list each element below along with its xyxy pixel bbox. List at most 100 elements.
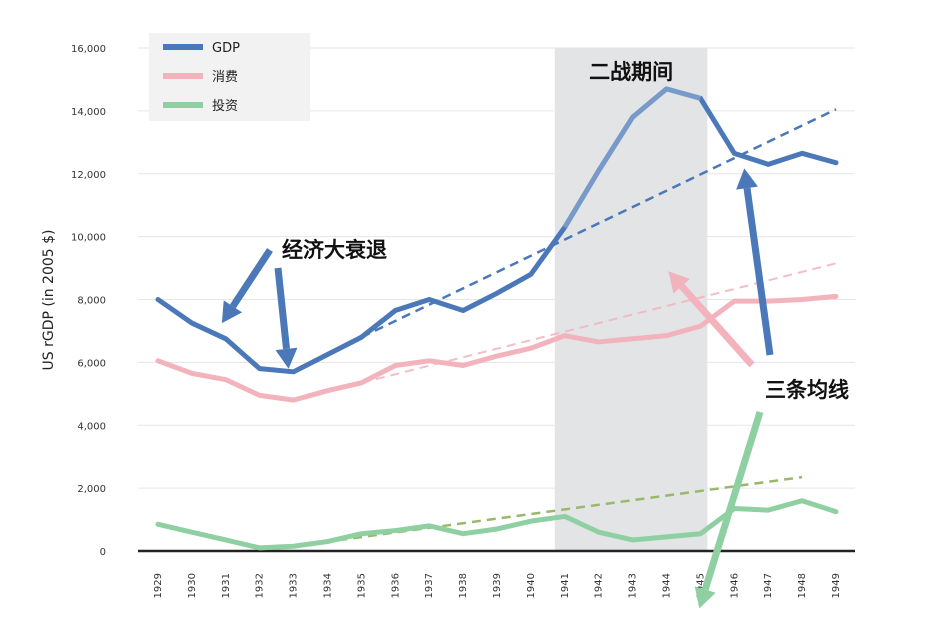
point-GDP-1944 (664, 86, 669, 91)
x-tick-label: 1945 (695, 573, 706, 598)
point-消费-1938 (461, 363, 466, 368)
point-GDP-1943 (630, 115, 635, 120)
x-tick-label: 1934 (323, 573, 334, 598)
x-tick-label: 1931 (221, 573, 232, 598)
x-tick-label: 1942 (594, 573, 605, 598)
point-GDP-1935 (359, 335, 364, 340)
point-消费-1930 (189, 371, 194, 376)
point-投资-1930 (189, 530, 194, 535)
wartime-shading (554, 48, 708, 551)
point-GDP-1941 (562, 225, 567, 230)
point-消费-1947 (766, 299, 771, 304)
depression-arrow-2-shaft (274, 267, 290, 350)
series-line-GDP (155, 86, 839, 375)
point-GDP-1936 (393, 308, 398, 313)
point-消费-1942 (596, 339, 601, 344)
point-消费-1944 (664, 333, 669, 338)
point-投资-1935 (359, 531, 364, 536)
gdp-trend-arrow-head (736, 168, 758, 190)
x-tick-label: 1944 (662, 573, 673, 598)
point-投资-1945 (698, 531, 703, 536)
point-GDP-1930 (189, 321, 194, 326)
y-tick-label: 14,000 (71, 107, 106, 118)
point-投资-1943 (630, 537, 635, 542)
point-GDP-1940 (528, 272, 533, 277)
x-tick-label: 1941 (560, 573, 571, 598)
point-消费-1940 (528, 346, 533, 351)
point-GDP-1942 (596, 168, 601, 173)
point-消费-1941 (562, 333, 567, 338)
point-消费-1932 (257, 393, 262, 398)
trendline-投资 (293, 475, 803, 548)
point-消费-1949 (834, 294, 838, 299)
y-axis-ticks: 0 2,000 4,000 6,000 8,000 10,000 12,000 14,000 1… (71, 44, 106, 558)
consumption-trend-arrow-head (668, 271, 690, 294)
point-消费-1929 (156, 358, 160, 363)
y-tick-label: 10,000 (71, 233, 106, 244)
point-消费-1948 (800, 297, 805, 302)
series-lines (155, 86, 839, 551)
x-tick-label: 1948 (797, 573, 808, 598)
point-投资-1949 (834, 509, 838, 514)
y-axis-label: US rGDP (in 2005 $) (41, 230, 57, 371)
point-GDP-1947 (766, 162, 771, 167)
x-tick-label: 1930 (187, 573, 198, 598)
point-投资-1944 (664, 534, 669, 539)
x-tick-label: 1949 (831, 573, 842, 598)
point-GDP-1938 (461, 308, 466, 313)
point-消费-1934 (325, 388, 330, 393)
annotation-arrows (221, 168, 774, 609)
trendline-GDP (360, 108, 837, 339)
point-GDP-1937 (427, 297, 432, 302)
x-tick-label: 1943 (628, 573, 639, 598)
point-消费-1946 (732, 299, 737, 304)
y-tick-label: 4,000 (77, 421, 106, 432)
wartime-gdp-highlight (562, 86, 702, 229)
x-tick-label: 1946 (729, 573, 740, 598)
point-消费-1939 (495, 354, 499, 359)
point-GDP-1933 (291, 369, 296, 374)
investment-trend-arrow-shaft (701, 410, 764, 591)
x-tick-label: 1937 (424, 573, 435, 598)
wartime-label: 二战期间 (589, 60, 673, 84)
point-GDP-1939 (495, 291, 499, 296)
y-tick-label: 16,000 (71, 44, 106, 55)
x-tick-label: 1929 (153, 573, 164, 598)
x-tick-label: 1935 (356, 573, 367, 598)
point-GDP-1934 (325, 352, 330, 357)
legend-label-投资: 投资 (212, 98, 238, 114)
point-投资-1939 (495, 526, 499, 531)
point-投资-1933 (291, 544, 296, 549)
x-tick-label: 1932 (255, 573, 266, 598)
x-tick-label: 1938 (458, 573, 469, 598)
point-GDP-1945 (698, 96, 703, 101)
y-tick-label: 2,000 (77, 484, 106, 495)
point-GDP-1948 (800, 151, 805, 156)
depression-arrow-2-head (275, 347, 298, 369)
point-投资-1937 (427, 523, 432, 528)
point-GDP-1929 (156, 297, 160, 302)
legend-label-GDP: GDP (212, 41, 240, 56)
point-投资-1947 (766, 508, 771, 513)
point-投资-1929 (156, 522, 160, 527)
investment-trend-arrow-head (694, 586, 716, 609)
y-tick-label: 6,000 (77, 358, 106, 369)
point-消费-1935 (359, 380, 364, 385)
y-tick-label: 12,000 (71, 170, 106, 181)
point-投资-1940 (528, 519, 533, 524)
point-消费-1931 (223, 377, 228, 382)
point-投资-1948 (800, 498, 805, 503)
y-tick-label: 0 (100, 547, 106, 558)
depression-arrow-1-head (221, 300, 243, 324)
x-tick-label: 1947 (763, 573, 774, 598)
x-tick-label: 1936 (390, 573, 401, 598)
point-消费-1945 (698, 324, 703, 329)
point-GDP-1932 (257, 366, 262, 371)
y-tick-label: 8,000 (77, 296, 106, 307)
great-depression-label: 经济大衰退 (282, 238, 387, 262)
point-投资-1931 (223, 537, 228, 542)
depression-arrow-1-shaft (229, 248, 273, 309)
point-GDP-1931 (223, 336, 228, 341)
